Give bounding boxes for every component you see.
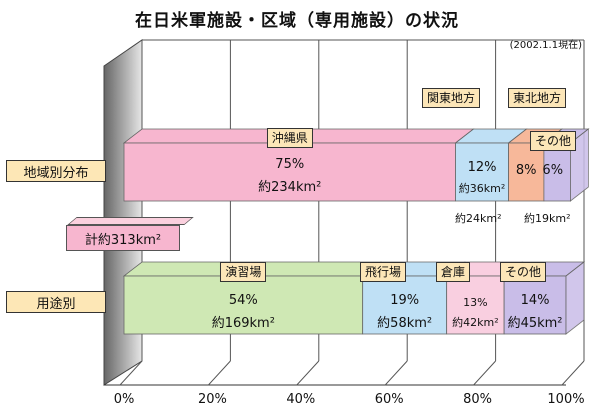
seg-name-training: 演習場 <box>220 262 267 282</box>
bar-segment-0-2 <box>508 142 545 202</box>
seg-pct-training: 54% <box>228 293 258 308</box>
seg-area-other-region: 約19km² <box>524 212 571 225</box>
row-label-region: 地域別分布 <box>6 160 106 182</box>
seg-area-warehouse: 約42km² <box>452 316 499 329</box>
seg-pct-tohoku: 8% <box>515 163 537 178</box>
seg-area-airfield: 約58km² <box>377 316 433 331</box>
date-note: (2002.1.1現在) <box>509 40 582 51</box>
grid-floor-line <box>208 360 231 386</box>
seg-name-other-region: その他 <box>530 131 577 151</box>
x-tick-label: 100% <box>547 392 585 407</box>
seg-pct-warehouse: 13% <box>463 296 488 309</box>
grid-floor-line <box>384 360 408 386</box>
seg-area-other-usage: 約45km² <box>507 316 563 331</box>
seg-name-kanto: 関東地方 <box>422 88 481 108</box>
x-tick-label: 60% <box>374 392 404 407</box>
seg-area-okinawa: 約234km² <box>258 180 322 195</box>
seg-pct-kanto: 12% <box>467 160 497 175</box>
x-tick-label: 0% <box>113 392 135 407</box>
x-tick-label: 20% <box>197 392 227 407</box>
seg-name-warehouse: 倉庫 <box>436 262 471 282</box>
seg-pct-okinawa: 75% <box>275 157 305 172</box>
row-label-usage: 用途別 <box>6 291 106 313</box>
total-label: 計約313km² <box>66 225 180 251</box>
seg-pct-other-region: 6% <box>542 163 564 178</box>
total-box-top <box>67 217 194 225</box>
seg-area-tohoku: 約24km² <box>455 212 502 225</box>
bar-segment-1-0 <box>123 275 364 335</box>
seg-area-training: 約169km² <box>211 316 275 331</box>
grid-floor-line <box>561 360 585 386</box>
seg-pct-other-usage: 14% <box>520 293 550 308</box>
chart-title: 在日米軍施設・区域（専用施設）の状況 <box>135 11 459 31</box>
x-tick-label: 40% <box>286 392 316 407</box>
bar-segment-0-3 <box>543 142 571 202</box>
bar-segment-0-1 <box>455 142 509 202</box>
bar-segment-0-0 <box>123 142 456 202</box>
seg-name-okinawa: 沖縄県 <box>266 128 313 148</box>
grid-floor-line <box>296 360 320 386</box>
seg-name-airfield: 飛行場 <box>360 262 407 282</box>
bar-side-1 <box>565 261 585 335</box>
seg-pct-airfield: 19% <box>390 293 420 308</box>
x-tick-label: 80% <box>463 392 493 407</box>
seg-area-kanto: 約36km² <box>458 182 506 195</box>
grid-floor-line <box>473 360 496 386</box>
grid-floor-line <box>119 360 143 386</box>
seg-name-tohoku: 東北地方 <box>508 88 567 108</box>
bar-segment-1-2 <box>446 275 505 335</box>
seg-name-other-usage: その他 <box>500 262 547 282</box>
